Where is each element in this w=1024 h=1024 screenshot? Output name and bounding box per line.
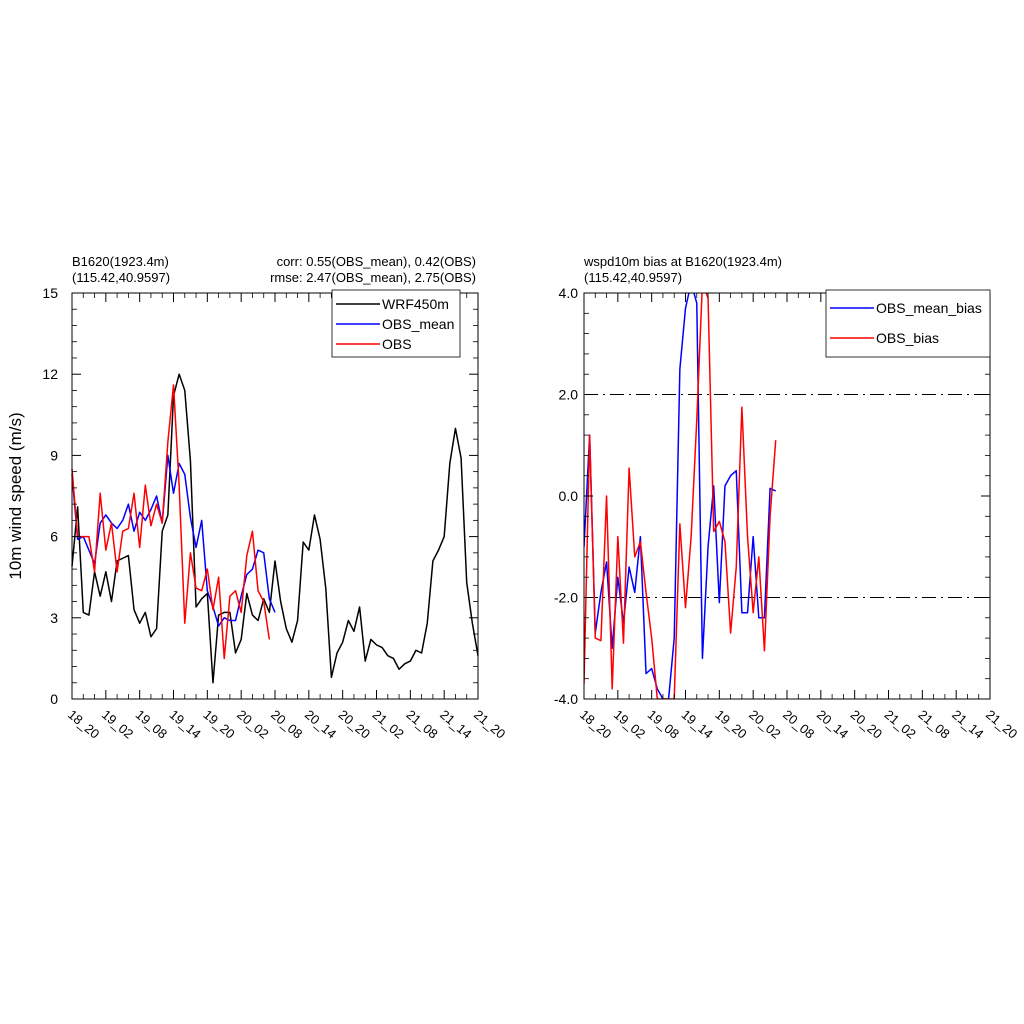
y-tick-label: 3 — [50, 610, 58, 626]
y-tick-label: 4.0 — [559, 285, 579, 301]
bias-lines — [584, 293, 777, 699]
x-tick-label: 19_08 — [645, 707, 682, 742]
x-tick-label: 21_08 — [915, 707, 952, 742]
y-tick-label: 15 — [42, 285, 58, 301]
legend-label-obs-mean-bias: OBS_mean_bias — [876, 300, 982, 316]
rmse-stats: rmse: 2.47(OBS_mean), 2.75(OBS) — [270, 270, 476, 285]
legend: WRF450m OBS_mean OBS — [331, 289, 461, 358]
x-tick-label: 18_20 — [65, 707, 102, 742]
x-tick-label: 18_20 — [577, 707, 614, 742]
bias-title: wspd10m bias at B1620(1923.4m) — [583, 254, 782, 269]
y-tick-label: -4.0 — [554, 691, 578, 707]
y-tick-label: 9 — [50, 447, 58, 463]
reference-lines — [584, 394, 990, 598]
series-line-obs — [71, 384, 271, 660]
x-tick-label: 20_02 — [746, 707, 783, 742]
x-tick-label: 20_20 — [848, 707, 885, 742]
plot-frame — [71, 292, 479, 700]
series-line-obs-bias — [584, 293, 777, 699]
y-tick-label: 2.0 — [559, 387, 579, 403]
plot-frame — [583, 292, 991, 700]
x-tick-label: 19_02 — [611, 707, 648, 742]
y-tick-label: -2.0 — [554, 590, 578, 606]
x-tick-label: 19_20 — [712, 707, 749, 742]
legend-label-obs: OBS — [382, 336, 412, 352]
x-tick-label: 20_02 — [234, 707, 271, 742]
legend-label-obs-mean: OBS_mean — [382, 316, 454, 332]
station-coords: (115.42,40.9597) — [72, 270, 170, 285]
x-tick-label: 21_20 — [983, 707, 1020, 742]
wind-speed-lines — [71, 373, 479, 684]
x-tick-label: 19_08 — [133, 707, 170, 742]
y-tick-label: 6 — [50, 529, 58, 545]
x-tick-label: 20_08 — [780, 707, 817, 742]
series-line-obs-mean-bias — [584, 293, 777, 699]
x-tick-label: 19_14 — [167, 707, 204, 742]
bias-panel: wspd10m bias at B1620(1923.4m) (115.42,4… — [554, 254, 1021, 742]
x-tick-label: 21_02 — [882, 707, 919, 742]
legend: OBS_mean_bias OBS_bias — [825, 289, 991, 358]
y-tick-label: 12 — [42, 366, 58, 382]
series-line-wrf450m — [71, 373, 479, 684]
x-tick-label: 20_20 — [336, 707, 373, 742]
x-tick-label: 21_14 — [437, 707, 474, 742]
x-tick-label: 20_14 — [814, 707, 851, 742]
x-tick-label: 19_20 — [200, 707, 237, 742]
series-line-obs-mean — [71, 454, 276, 627]
x-tick-label: 20_08 — [268, 707, 305, 742]
x-tick-label: 19_02 — [99, 707, 136, 742]
x-tick-label: 20_14 — [302, 707, 339, 742]
station-name: B1620(1923.4m) — [72, 254, 169, 269]
legend-label-obs-bias: OBS_bias — [876, 330, 939, 346]
x-tick-label: 21_14 — [949, 707, 986, 742]
x-tick-label: 21_02 — [370, 707, 407, 742]
bias-coords: (115.42,40.9597) — [584, 270, 682, 285]
legend-box — [825, 289, 991, 358]
x-tick-label: 21_20 — [471, 707, 508, 742]
corr-stats: corr: 0.55(OBS_mean), 0.42(OBS) — [277, 254, 476, 269]
legend-label-wrf: WRF450m — [382, 296, 449, 312]
x-tick-label: 21_08 — [403, 707, 440, 742]
x-tick-label: 19_14 — [679, 707, 716, 742]
y-tick-label: 0 — [50, 691, 58, 707]
y-tick-label: 0.0 — [559, 488, 579, 504]
y-axis-label: 10m wind speed (m/s) — [6, 412, 25, 579]
wind-speed-panel: B1620(1923.4m) (115.42,40.9597) corr: 0.… — [6, 254, 508, 742]
